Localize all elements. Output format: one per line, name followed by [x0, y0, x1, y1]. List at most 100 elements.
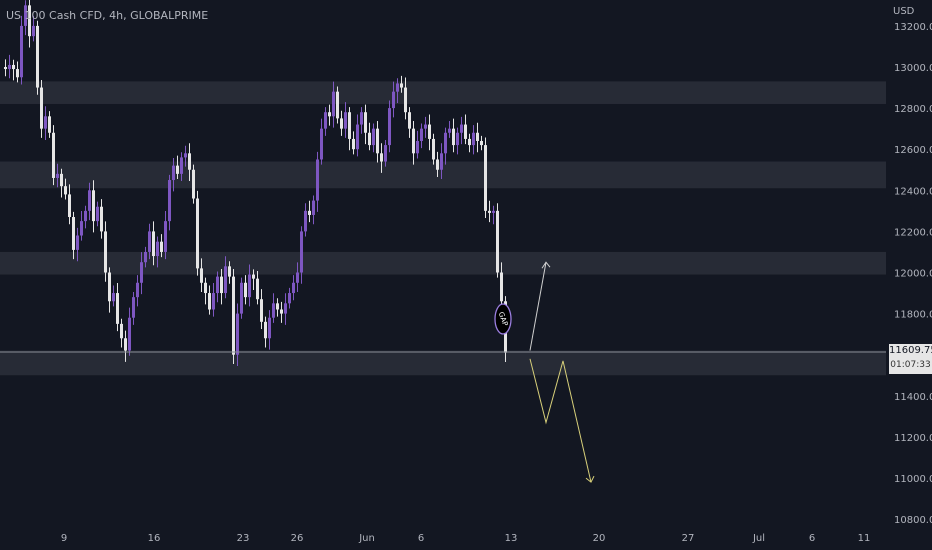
candle-body — [268, 317, 271, 339]
projection-down-line — [529, 358, 592, 483]
candle-body — [344, 112, 347, 129]
candle-body — [108, 272, 111, 302]
candle-body — [16, 69, 19, 78]
x-axis[interactable]: 9 16 23 26 Jun 6 13 20 27 Jul 6 11 — [61, 533, 871, 544]
chart-title: US 100 Cash CFD, 4h, GLOBALPRIME — [6, 9, 209, 22]
candle-body — [316, 159, 319, 201]
candle-body — [472, 132, 475, 146]
x-tick-label: 23 — [237, 533, 250, 544]
y-tick-label: 12200.00 — [894, 227, 932, 238]
x-tick-label: 6 — [418, 533, 424, 544]
candle-body — [408, 112, 411, 129]
y-tick-label: 11400.00 — [894, 392, 932, 403]
candle-body — [280, 309, 283, 314]
candle-body — [324, 112, 327, 129]
candle-body — [248, 274, 251, 298]
candle-body — [256, 278, 259, 300]
x-tick-label: 13 — [505, 533, 518, 544]
candle-body — [120, 323, 123, 339]
candle-body — [240, 282, 243, 314]
zones-layer — [0, 81, 886, 376]
candle-body — [212, 293, 215, 310]
y-tick-label: 11200.00 — [894, 433, 932, 444]
y-tick-label: 11800.00 — [894, 310, 932, 321]
candle-body — [392, 91, 395, 109]
zone-0 — [0, 81, 886, 104]
countdown-value: 01:07:33 — [890, 360, 931, 370]
x-tick-label: Jul — [752, 533, 765, 544]
projection-down-arrowhead — [585, 475, 595, 483]
candle-body — [496, 210, 499, 273]
candle-body — [336, 91, 339, 119]
candle-body — [24, 5, 27, 26]
candle-body — [332, 91, 335, 117]
y-axis-bg — [886, 0, 932, 550]
candle-body — [176, 165, 179, 174]
candle-body — [104, 231, 107, 273]
candle-body — [92, 190, 95, 222]
candle-body — [424, 124, 427, 129]
candle-body — [412, 128, 415, 154]
candle-body — [320, 128, 323, 160]
candle-body — [356, 124, 359, 150]
x-tick-label: Jun — [358, 533, 375, 544]
candle-body — [476, 132, 479, 141]
candle-body — [148, 231, 151, 252]
candle-body — [100, 206, 103, 232]
candle-body — [204, 282, 207, 294]
candle-body — [132, 297, 135, 318]
candle-body — [452, 128, 455, 146]
candle-body — [364, 112, 367, 133]
candle-body — [312, 200, 315, 215]
candle-body — [144, 251, 147, 263]
y-tick-label: 12400.00 — [894, 186, 932, 197]
y-tick-label: 13200.00 — [894, 22, 932, 33]
y-tick-label: 11000.00 — [894, 474, 932, 485]
candle-body — [500, 272, 503, 302]
candle-body — [160, 241, 163, 252]
candle-body — [196, 198, 199, 269]
candle-body — [156, 241, 159, 257]
last-price-value: 11609.75 — [889, 345, 932, 356]
candle-body — [428, 124, 431, 139]
candle-body — [380, 153, 383, 162]
x-tick-label: 6 — [809, 533, 815, 544]
candle-body — [28, 5, 31, 37]
candle-body — [308, 210, 311, 215]
candle-body — [12, 64, 15, 70]
candle-body — [164, 221, 167, 252]
candle-body — [368, 132, 371, 146]
candle-body — [304, 210, 307, 232]
candle-body — [436, 159, 439, 170]
candle-body — [128, 317, 131, 351]
candle-body — [20, 25, 23, 78]
candle-body — [96, 206, 99, 222]
candle-body — [188, 153, 191, 170]
x-tick-label: 16 — [148, 533, 161, 544]
candle-body — [488, 210, 491, 213]
y-axis[interactable]: 13200.00 13000.00 12800.00 12600.00 12400.00… — [886, 0, 932, 550]
candle-body — [32, 25, 35, 37]
candle-body — [376, 128, 379, 154]
candle-body — [448, 128, 451, 133]
candle-body — [244, 282, 247, 298]
candle-body — [140, 262, 143, 283]
candle-body — [292, 282, 295, 294]
candle-body — [208, 293, 211, 310]
y-tick-label: 10800.00 — [894, 515, 932, 526]
candle-body — [172, 165, 175, 181]
candle-body — [232, 276, 235, 355]
candle-body — [8, 64, 11, 70]
candle-body — [444, 132, 447, 154]
candle-body — [124, 338, 127, 351]
projection-up-arrowhead — [541, 261, 551, 269]
candle-body — [88, 190, 91, 211]
candle-body — [68, 194, 71, 218]
candle-body — [228, 266, 231, 277]
x-tick-label: 9 — [61, 533, 67, 544]
candle-body — [200, 268, 203, 283]
candle-body — [288, 293, 291, 304]
candle-body — [252, 274, 255, 279]
candle-body — [492, 210, 495, 213]
